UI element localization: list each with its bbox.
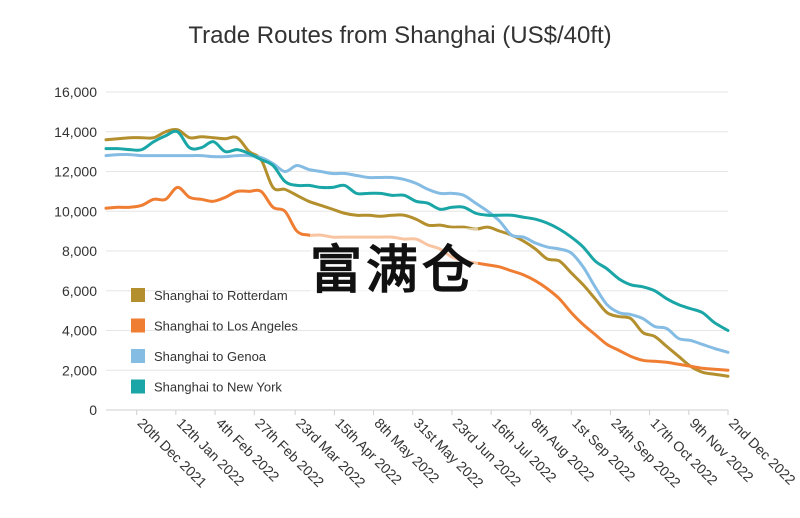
x-tick-label: 20th Dec 2021 [135, 415, 211, 491]
legend-swatch [131, 349, 145, 363]
legend-swatch [131, 318, 145, 333]
y-tick-label: 12,000 [54, 164, 97, 180]
y-tick-label: 4,000 [62, 323, 97, 339]
y-tick-label: 8,000 [62, 243, 97, 259]
y-tick-label: 2,000 [62, 362, 97, 378]
series-line-3 [104, 152, 730, 354]
legend-swatch [131, 288, 145, 302]
x-tick-label: 23rd Jun 2022 [450, 415, 525, 490]
legend-label: Shanghai to Genoa [154, 349, 267, 364]
x-tick-label: 12th Jan 2022 [174, 415, 248, 489]
y-tick-label: 0 [89, 402, 97, 418]
watermark-logo: 富满仓 [310, 228, 479, 303]
y-tick-label: 6,000 [62, 283, 97, 299]
y-tick-label: 16,000 [54, 84, 97, 100]
legend-label: Shanghai to Rotterdam [154, 288, 288, 303]
chart-title: Trade Routes from Shanghai (US$/40ft) [188, 22, 612, 49]
y-tick-label: 10,000 [54, 203, 97, 219]
series-line-4 [104, 129, 730, 332]
x-tick-label: 23rd Mar 2022 [293, 415, 369, 491]
y-tick-label: 14,000 [54, 124, 97, 140]
legend-swatch [131, 379, 145, 394]
legend-label: Shanghai to Los Angeles [154, 319, 298, 334]
x-tick-label: 2nd Dec 2022 [726, 415, 799, 488]
legend-label: Shanghai to New York [154, 380, 282, 395]
series-line-1 [104, 127, 730, 378]
